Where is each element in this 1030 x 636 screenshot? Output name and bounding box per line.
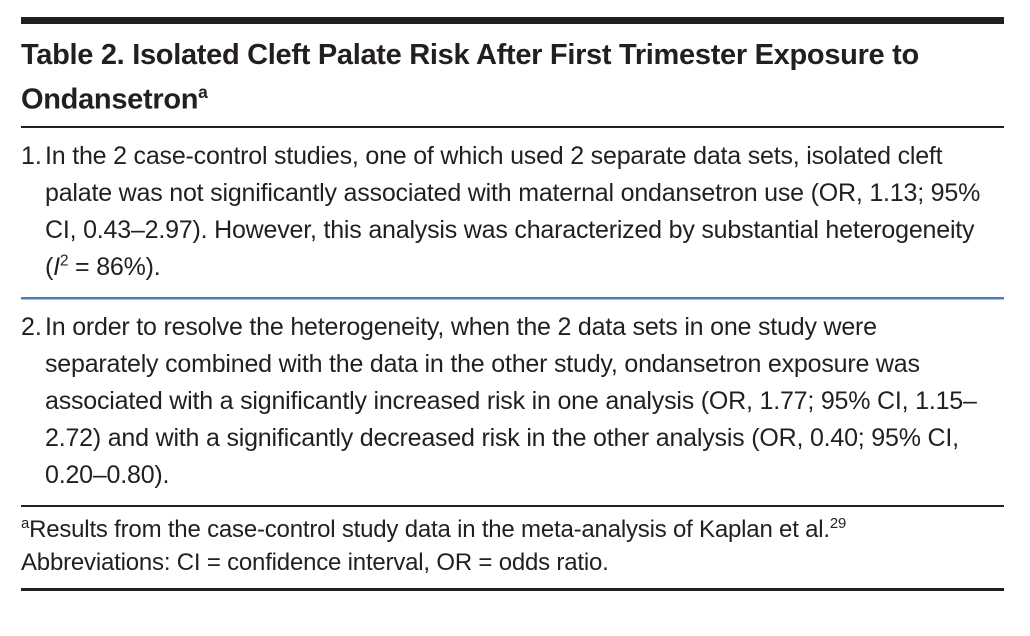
table-title-text: Table 2. Isolated Cleft Palate Risk Afte… [21,39,919,116]
i-squared-symbol: I [53,252,60,281]
footnote-a-marker: a [21,515,30,532]
footnotes-section: aResults from the case-control study dat… [21,507,1004,588]
footnote-a-text: Results from the case-control study data… [29,515,830,543]
footnote-a: aResults from the case-control study dat… [21,513,961,546]
footnote-a-reference: 29 [829,515,847,532]
list-item-1-text: In the 2 case-control studies, one of wh… [45,138,990,286]
table-2-panel: Table 2. Isolated Cleft Palate Risk Afte… [21,17,1004,613]
list-item-1: 1. In the 2 case-control studies, one of… [21,128,1004,297]
i-squared-exponent: 2 [59,252,69,270]
table-title: Table 2. Isolated Cleft Palate Risk Afte… [21,37,951,119]
list-item-2-number: 2. [21,312,42,341]
list-item-1-text-after: = 86%). [68,252,161,281]
row-divider-rule [21,296,1004,299]
bottom-whitespace [21,591,1004,613]
bottom-border-rule [21,587,1004,591]
list-item-2-text-body: In order to resolve the heterogeneity, w… [45,312,977,489]
list-item-1-number: 1. [21,141,42,170]
footnote-abbreviations: Abbreviations: CI = confidence interval,… [21,548,609,576]
footnote-divider-rule [21,504,1004,507]
list-item-2: 2. In order to resolve the heterogeneity… [21,299,1004,505]
list-item-2-text: In order to resolve the heterogeneity, w… [45,309,990,494]
list-item-1-text-before: In the 2 case-control studies, one of wh… [45,141,981,281]
top-border-rule [21,17,1004,24]
table-title-footnote-marker: a [198,82,208,102]
title-divider-rule [21,125,1004,128]
